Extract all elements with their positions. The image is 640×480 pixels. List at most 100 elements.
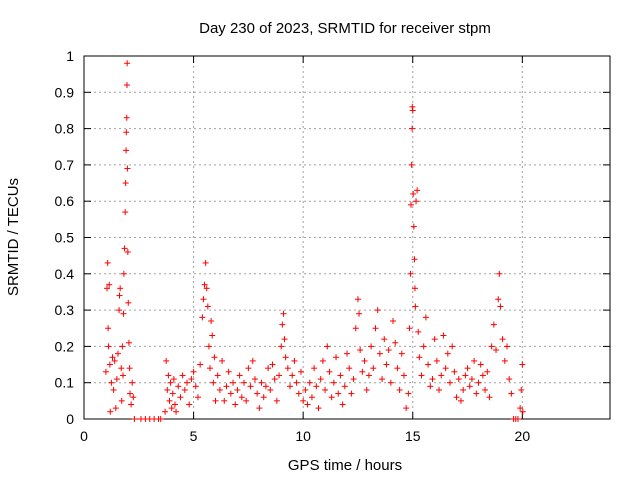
data-point — [356, 310, 363, 317]
data-point — [460, 386, 467, 393]
data-point — [280, 310, 287, 317]
data-point — [203, 285, 210, 292]
data-point — [324, 343, 331, 350]
data-point — [517, 405, 524, 412]
data-point — [291, 357, 298, 364]
data-point — [118, 365, 125, 372]
data-point — [177, 394, 184, 401]
data-point — [418, 372, 425, 379]
data-point — [518, 386, 525, 393]
data-point — [212, 397, 219, 404]
y-tick-label: 1 — [66, 48, 74, 64]
data-point — [412, 303, 419, 310]
data-point — [130, 394, 137, 401]
data-point — [273, 397, 280, 404]
data-point — [403, 405, 410, 412]
data-point — [506, 376, 513, 383]
data-point — [284, 365, 291, 372]
data-point — [405, 390, 412, 397]
data-point — [118, 397, 125, 404]
data-point — [411, 256, 418, 263]
data-point — [121, 245, 128, 252]
data-point — [368, 343, 375, 350]
data-point — [202, 259, 209, 266]
data-point — [326, 368, 333, 375]
data-point — [128, 401, 135, 408]
y-tick-labels: 0 0.1 0.2 0.3 0.4 0.5 0.6 0.7 0.8 0.9 1 — [55, 48, 75, 427]
data-point — [400, 372, 407, 379]
data-point — [406, 325, 413, 332]
data-point — [170, 376, 177, 383]
data-point — [482, 386, 489, 393]
grid-lines — [84, 56, 610, 419]
data-point — [173, 408, 180, 415]
x-tick-label: 5 — [190, 428, 198, 444]
data-point — [168, 405, 175, 412]
data-point — [410, 190, 417, 197]
x-tick-label: 15 — [405, 428, 421, 444]
data-point — [433, 357, 440, 364]
data-point — [164, 386, 171, 393]
data-point — [256, 405, 263, 412]
data-point — [455, 376, 462, 383]
plot-frame — [83, 55, 611, 420]
data-point — [219, 357, 226, 364]
data-point — [442, 365, 449, 372]
data-point — [422, 314, 429, 321]
data-point — [278, 343, 285, 350]
data-point — [179, 372, 186, 379]
data-point — [409, 125, 416, 132]
data-point — [383, 361, 390, 368]
data-point — [166, 397, 173, 404]
data-point — [420, 343, 427, 350]
data-point — [247, 383, 254, 390]
y-axis-label: SRMTID / TECUs — [5, 178, 22, 296]
data-point — [319, 357, 326, 364]
y-tick-label: 0.3 — [55, 302, 75, 318]
data-point — [352, 325, 359, 332]
data-point — [496, 270, 503, 277]
data-point — [112, 405, 119, 412]
data-point — [123, 82, 130, 89]
data-point — [240, 379, 247, 386]
data-point — [313, 383, 320, 390]
data-point — [282, 354, 289, 361]
data-point — [488, 343, 495, 350]
data-point — [519, 408, 526, 415]
data-point — [390, 317, 397, 324]
data-point — [119, 343, 126, 350]
data-point — [125, 339, 132, 346]
data-point — [359, 368, 366, 375]
data-point — [279, 321, 286, 328]
data-point — [425, 361, 432, 368]
data-point — [408, 161, 415, 168]
data-point — [271, 376, 278, 383]
data-point — [111, 357, 118, 364]
data-point — [104, 285, 111, 292]
data-point — [260, 394, 267, 401]
data-point — [194, 394, 201, 401]
data-point — [341, 383, 348, 390]
data-point — [501, 357, 508, 364]
data-point — [127, 390, 134, 397]
data-point — [475, 379, 482, 386]
data-point — [322, 386, 329, 393]
x-tick-label: 10 — [295, 428, 311, 444]
data-point — [106, 361, 113, 368]
data-point — [519, 361, 526, 368]
data-point — [350, 376, 357, 383]
y-tick-label: 0.2 — [55, 338, 75, 354]
axis-ticks — [83, 55, 610, 420]
data-point — [227, 390, 234, 397]
data-point — [335, 390, 342, 397]
data-point — [188, 376, 195, 383]
data-point — [199, 314, 206, 321]
data-point — [265, 365, 272, 372]
data-point — [407, 270, 414, 277]
data-point — [451, 368, 458, 375]
data-point — [184, 379, 191, 386]
data-point — [457, 397, 464, 404]
data-point — [123, 114, 130, 121]
data-point — [238, 394, 245, 401]
data-point — [221, 397, 228, 404]
